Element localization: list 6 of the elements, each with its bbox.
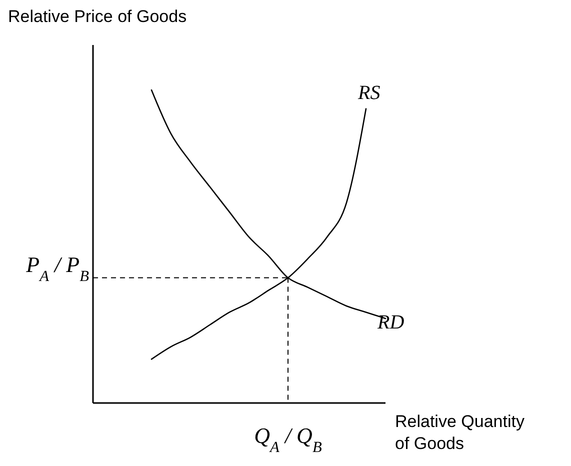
series-label: RS [357, 82, 380, 104]
text: P$_{A}$ / P$_{B}$ [25, 252, 90, 284]
text: Q$_{A}$ / Q$_{B}$ [254, 423, 322, 456]
x-axis-title: Relative Quantity of Goods [395, 412, 525, 453]
y-axis-title: Relative Price of Goods [8, 7, 187, 26]
series-label: RD [376, 311, 405, 334]
